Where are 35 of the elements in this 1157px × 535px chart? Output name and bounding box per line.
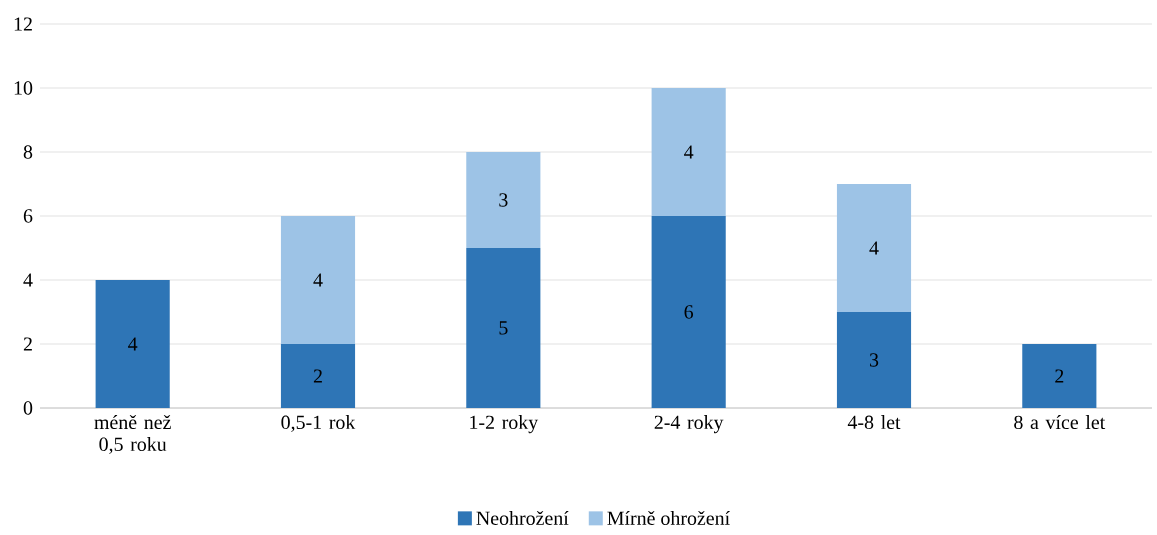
data-label: 3 bbox=[499, 193, 508, 207]
data-label: 4 bbox=[869, 241, 879, 255]
y-tick-label: 12 bbox=[14, 17, 32, 31]
y-tick-label: 6 bbox=[23, 209, 33, 223]
x-tick-label: 1-2 roky bbox=[470, 415, 539, 434]
bar bbox=[651, 216, 726, 408]
y-tick-label: 8 bbox=[23, 145, 33, 159]
data-label: 2 bbox=[313, 369, 322, 383]
y-tick-label: 2 bbox=[23, 337, 32, 351]
data-label: 3 bbox=[869, 353, 879, 367]
bar bbox=[1022, 344, 1097, 408]
x-tick-label: 8 a více let bbox=[1014, 415, 1106, 430]
data-label: 4 bbox=[313, 273, 323, 287]
x-tick-label: 0,5-1 rok bbox=[281, 415, 356, 432]
data-label: 4 bbox=[128, 337, 138, 351]
x-tick-label: 4-8 let bbox=[847, 415, 901, 430]
data-label: 2 bbox=[1055, 369, 1064, 383]
y-tick-label: 4 bbox=[23, 273, 33, 287]
data-label: 4 bbox=[684, 145, 694, 159]
data-label: 6 bbox=[684, 305, 694, 319]
x-tick-label: 2-4 roky bbox=[654, 415, 724, 434]
bar bbox=[466, 248, 541, 408]
bar bbox=[280, 344, 356, 408]
bar bbox=[466, 152, 541, 248]
bar bbox=[836, 184, 912, 312]
y-tick-label: 10 bbox=[14, 81, 33, 95]
legend-label: Neohrožení bbox=[476, 510, 569, 525]
x-tick-label: méně než 0,5 roku bbox=[94, 415, 171, 454]
bar bbox=[836, 312, 912, 408]
data-label: 5 bbox=[499, 321, 508, 335]
legend-label: Mírně ohrožení bbox=[607, 510, 730, 525]
bar bbox=[651, 88, 726, 216]
bar bbox=[280, 216, 356, 344]
y-tick-label: 0 bbox=[23, 401, 33, 415]
bar bbox=[95, 280, 170, 408]
